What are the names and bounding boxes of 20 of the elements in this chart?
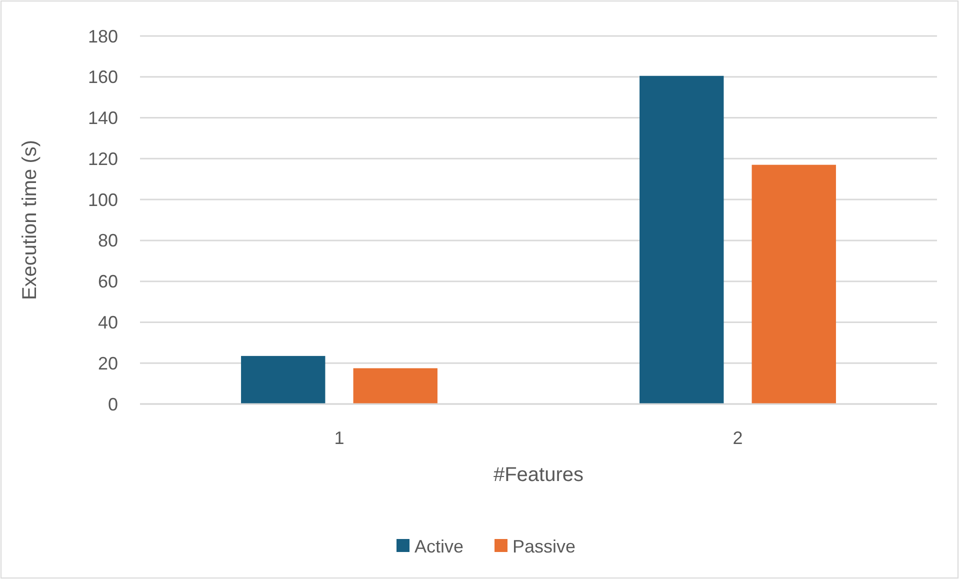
y-tick-label: 60 [98, 272, 118, 292]
y-tick-label: 180 [88, 26, 118, 46]
bar [353, 368, 438, 404]
legend-label: Active [414, 536, 464, 556]
y-tick-label: 20 [98, 353, 118, 374]
y-axis-title: Execution time (s) [19, 140, 41, 300]
x-tick-label: 2 [732, 428, 743, 448]
y-tick-label: 80 [98, 230, 118, 251]
y-tick-label: 0 [108, 394, 118, 414]
y-tick-label: 160 [88, 67, 118, 88]
bar [241, 356, 326, 404]
x-tick-label: 1 [334, 428, 344, 448]
bar [752, 164, 836, 404]
x-axis-title: #Features [493, 464, 584, 486]
y-tick-label: 40 [98, 312, 118, 333]
legend-label: Passive [512, 536, 576, 556]
y-tick-label: 100 [88, 190, 118, 210]
y-tick-label: 120 [88, 148, 118, 169]
bar [640, 76, 724, 404]
y-tick-label: 140 [88, 108, 118, 128]
